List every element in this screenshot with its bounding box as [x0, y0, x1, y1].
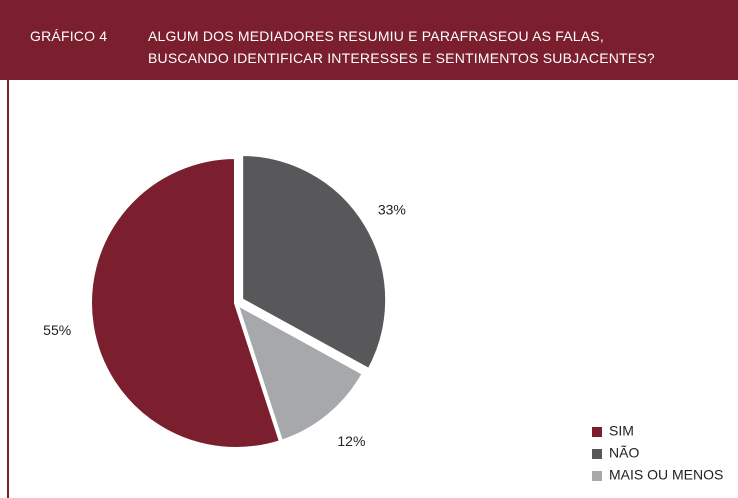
legend-label: NÃO: [609, 445, 639, 461]
legend-label: SIM: [609, 423, 634, 439]
header: GRÁFICO 4 ALGUM DOS MEDIADORES RESUMIU E…: [0, 0, 738, 80]
pie-slice: [232, 298, 367, 445]
chart-title: BUSCANDO IDENTIFICAR INTERESSES E SENTIM…: [148, 50, 655, 66]
legend-swatch: [592, 471, 602, 481]
data-label: 55%: [43, 322, 71, 338]
pie-slice: [88, 154, 284, 451]
legend-swatch: [592, 427, 602, 437]
pie-slice: [239, 151, 390, 373]
legend-swatch: [592, 449, 602, 459]
chart-label: GRÁFICO 4: [30, 28, 108, 44]
data-label: 12%: [337, 433, 365, 449]
chart-title: ALGUM DOS MEDIADORES RESUMIU E PARAFRASE…: [148, 28, 604, 44]
legend-label: MAIS OU MENOS: [609, 467, 723, 483]
data-label: 33%: [378, 202, 406, 218]
